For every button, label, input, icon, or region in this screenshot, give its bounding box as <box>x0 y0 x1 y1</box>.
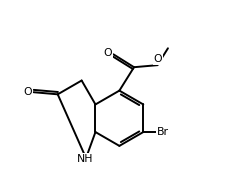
Text: O: O <box>153 54 161 64</box>
Text: O: O <box>103 48 112 58</box>
Text: NH: NH <box>76 154 93 164</box>
Text: Br: Br <box>156 127 168 137</box>
Text: O: O <box>23 87 32 97</box>
